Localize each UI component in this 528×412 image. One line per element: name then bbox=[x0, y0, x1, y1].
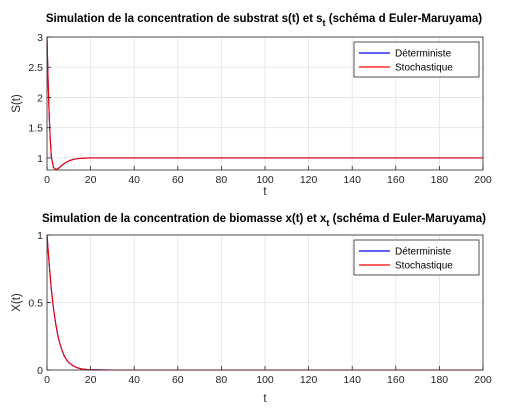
x-tick-label: 200 bbox=[474, 174, 492, 186]
x-tick-label: 80 bbox=[216, 374, 228, 386]
y-tick-label: 1 bbox=[37, 153, 43, 165]
x-tick-label: 100 bbox=[256, 374, 274, 386]
x-tick-label: 160 bbox=[387, 174, 405, 186]
x-tick-label: 40 bbox=[128, 174, 140, 186]
legend-box bbox=[353, 41, 480, 78]
chart-title: Simulation de la concentration de substr… bbox=[46, 13, 482, 28]
series-lines bbox=[46, 36, 483, 170]
legend-label-stochastic: Stochastique bbox=[395, 63, 453, 74]
x-tick-label: 60 bbox=[172, 174, 184, 186]
x-tick-label: 20 bbox=[85, 374, 97, 386]
y-tick-label: 1 bbox=[37, 230, 43, 242]
x-tick-label: 100 bbox=[256, 174, 274, 186]
x-tick-label: 200 bbox=[474, 374, 492, 386]
legend: Déterministe Stochastique bbox=[353, 239, 480, 276]
series-line-stochastic bbox=[46, 36, 483, 170]
x-axis-label: t bbox=[263, 186, 267, 198]
biomass-chart: Simulation de la concentration de biomas… bbox=[11, 213, 492, 405]
x-axis-label: t bbox=[263, 393, 267, 405]
y-tick-label: 3 bbox=[37, 32, 43, 44]
y-tick-label: 2.5 bbox=[28, 62, 43, 74]
x-tick-label: 140 bbox=[343, 174, 361, 186]
x-tick-label: 0 bbox=[44, 374, 50, 386]
y-tick-labels: 1 1.5 2 2.5 3 bbox=[28, 32, 43, 165]
x-tick-label: 180 bbox=[431, 174, 449, 186]
x-tick-labels: 0 20 40 60 80 100 120 140 160 180 200 bbox=[44, 374, 492, 386]
x-tick-label: 80 bbox=[216, 174, 228, 186]
x-tick-label: 140 bbox=[343, 374, 361, 386]
x-tick-label: 0 bbox=[44, 174, 50, 186]
legend-label-deterministic: Déterministe bbox=[395, 49, 452, 60]
legend-label-stochastic: Stochastique bbox=[395, 261, 453, 272]
y-tick-label: 0 bbox=[37, 365, 43, 377]
x-tick-labels: 0 20 40 60 80 100 120 140 160 180 200 bbox=[44, 174, 492, 186]
x-tick-label: 160 bbox=[387, 374, 405, 386]
chart-title: Simulation de la concentration de biomas… bbox=[42, 213, 486, 228]
x-tick-label: 60 bbox=[172, 374, 184, 386]
y-tick-labels: 00.51 bbox=[28, 230, 43, 377]
x-tick-label: 120 bbox=[300, 374, 318, 386]
y-tick-label: 0.5 bbox=[28, 298, 43, 310]
legend-label-deterministic: Déterministe bbox=[395, 247, 452, 258]
y-tick-label: 2 bbox=[37, 92, 43, 104]
y-tick-label: 1.5 bbox=[28, 123, 43, 135]
x-tick-label: 120 bbox=[300, 174, 318, 186]
legend: Déterministe Stochastique bbox=[353, 41, 480, 78]
x-tick-label: 20 bbox=[85, 174, 97, 186]
y-axis-label: S(t) bbox=[11, 94, 23, 113]
y-axis-label: X(t) bbox=[11, 293, 23, 312]
x-tick-label: 180 bbox=[431, 374, 449, 386]
substrate-chart: Simulation de la concentration de substr… bbox=[11, 13, 492, 198]
x-tick-label: 40 bbox=[128, 374, 140, 386]
legend-box bbox=[353, 239, 480, 276]
